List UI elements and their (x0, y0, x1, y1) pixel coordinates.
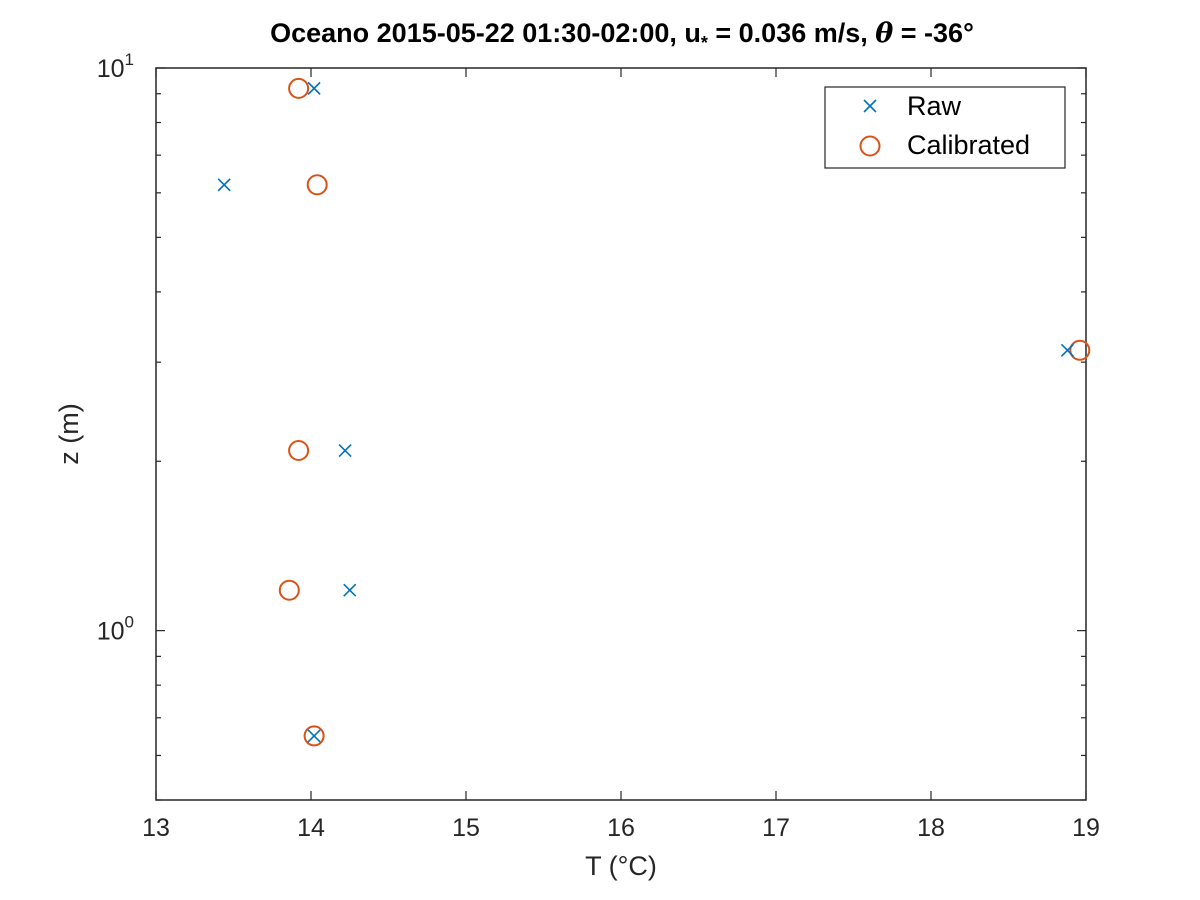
x-tick-label: 14 (297, 814, 325, 842)
x-tick-label: 16 (607, 814, 635, 842)
legend-label-raw: Raw (907, 91, 962, 121)
calibrated-point (288, 440, 310, 462)
y-tick-labels: 100 101 (97, 50, 134, 646)
raw-point (1060, 343, 1074, 357)
calibrated-point (306, 174, 328, 196)
legend-label-calibrated: Calibrated (907, 130, 1030, 160)
raw-point (343, 583, 357, 597)
raw-point (307, 81, 321, 95)
title-middle: = 0.036 m/s, (708, 18, 875, 48)
x-tick-label: 17 (762, 814, 790, 842)
plot-frame (155, 67, 1087, 801)
legend-x-icon (863, 99, 877, 113)
raw-point (217, 178, 231, 192)
plot-area (156, 68, 1086, 800)
title-suffix: = -36° (893, 18, 974, 48)
x-tick-label: 18 (917, 814, 945, 842)
calibrated-point (1069, 339, 1091, 361)
y-axis-label: z (m) (54, 403, 84, 464)
chart-title: Oceano 2015-05-22 01:30-02:00, u* = 0.03… (270, 18, 974, 53)
legend: Raw Calibrated (824, 86, 1066, 169)
x-tick-labels: 13 14 15 16 17 18 19 (142, 814, 1100, 842)
calibrated-point (288, 77, 310, 99)
calibrated-point (303, 725, 325, 747)
title-prefix: Oceano 2015-05-22 01:30-02:00, u (270, 18, 701, 48)
legend-circle-icon (859, 135, 881, 157)
y-tick-label: 100 (97, 613, 134, 646)
x-tick-label: 19 (1072, 814, 1100, 842)
y-tick-label: 101 (97, 50, 134, 83)
calibrated-point (278, 579, 300, 601)
title-subscript: * (701, 33, 708, 53)
title-theta: θ (875, 18, 893, 49)
x-tick-label: 13 (142, 814, 170, 842)
raw-point (307, 729, 321, 743)
x-axis-label: T (°C) (585, 851, 657, 881)
legend-marker-raw (863, 99, 877, 113)
legend-marker-calibrated (859, 135, 881, 157)
x-tick-label: 15 (452, 814, 480, 842)
raw-point (338, 443, 352, 458)
data-markers (217, 77, 1091, 747)
